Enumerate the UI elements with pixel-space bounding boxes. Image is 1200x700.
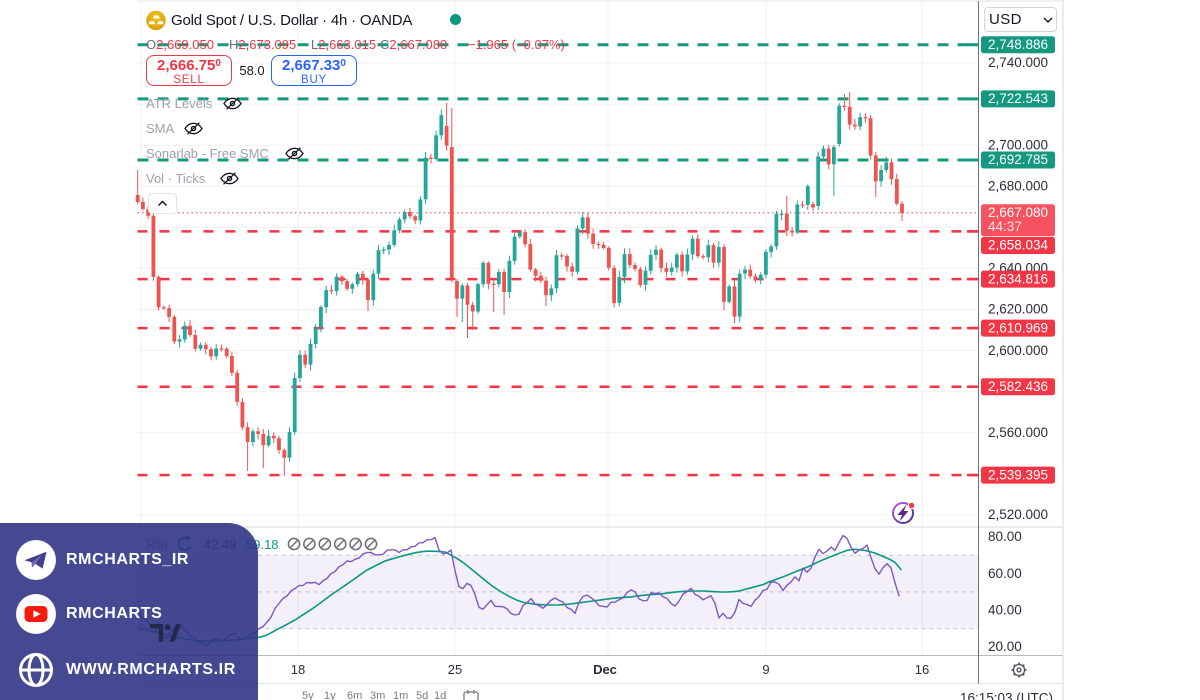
svg-text:5y: 5y — [302, 690, 314, 700]
svg-text:2,520.000: 2,520.000 — [988, 507, 1048, 522]
svg-text:80.00: 80.00 — [988, 529, 1022, 544]
svg-text:2,620.000: 2,620.000 — [988, 302, 1048, 317]
svg-text:2,748.886: 2,748.886 — [988, 37, 1048, 52]
svg-text:2,658.034: 2,658.034 — [988, 238, 1049, 253]
svg-text:Dec: Dec — [593, 662, 617, 677]
svg-text:40.00: 40.00 — [988, 603, 1022, 618]
svg-text:2,680.000: 2,680.000 — [988, 179, 1048, 194]
svg-text:2,560.000: 2,560.000 — [988, 425, 1048, 440]
svg-text:2,722.543: 2,722.543 — [988, 91, 1048, 106]
svg-text:16: 16 — [915, 662, 929, 677]
svg-text:2,539.395: 2,539.395 — [988, 467, 1048, 482]
svg-text:2,692.785: 2,692.785 — [988, 152, 1048, 167]
svg-text:5d: 5d — [416, 690, 428, 700]
svg-text:18: 18 — [291, 662, 305, 677]
svg-text:2,634.816: 2,634.816 — [988, 271, 1048, 286]
svg-text:25: 25 — [448, 662, 462, 677]
svg-text:2,740.000: 2,740.000 — [988, 55, 1048, 70]
svg-text:2,700.000: 2,700.000 — [988, 137, 1048, 152]
svg-text:2,582.436: 2,582.436 — [988, 379, 1048, 394]
svg-text:2,667.080: 2,667.080 — [988, 205, 1048, 220]
svg-text:16:15:03 (UTC): 16:15:03 (UTC) — [960, 691, 1053, 700]
svg-text:2,610.969: 2,610.969 — [988, 320, 1048, 335]
svg-text:20.00: 20.00 — [988, 639, 1022, 654]
svg-text:6m: 6m — [347, 690, 362, 700]
svg-text:2,600.000: 2,600.000 — [988, 343, 1048, 358]
svg-text:1y: 1y — [324, 690, 336, 700]
svg-text:60.00: 60.00 — [988, 566, 1022, 581]
svg-text:1d: 1d — [434, 690, 446, 700]
svg-text:9: 9 — [762, 662, 769, 677]
svg-text:1m: 1m — [393, 690, 408, 700]
svg-text:3m: 3m — [370, 690, 385, 700]
svg-text:44:37: 44:37 — [988, 219, 1022, 234]
